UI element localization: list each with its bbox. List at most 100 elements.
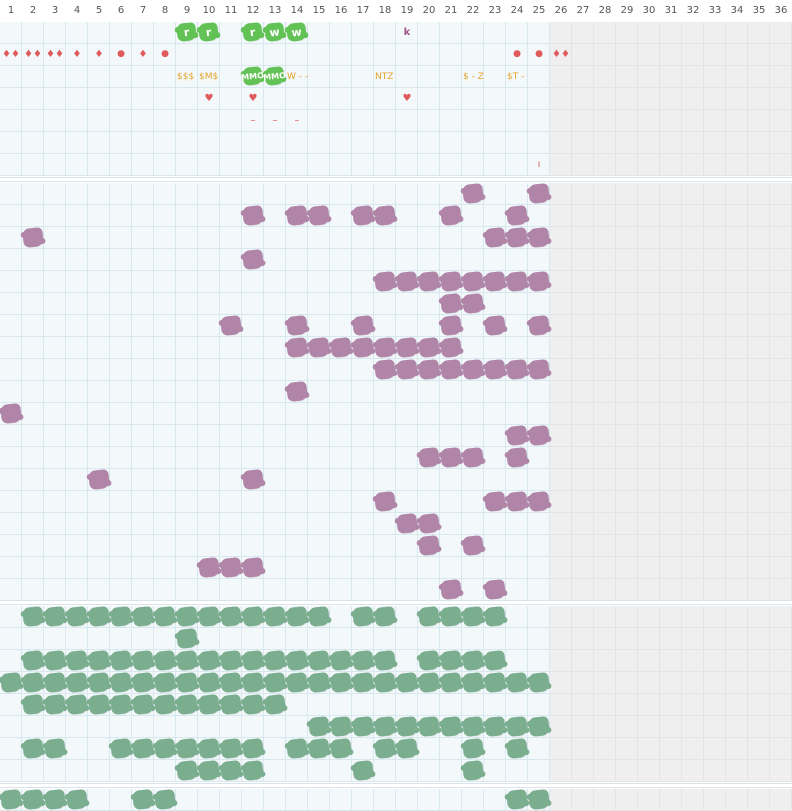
grid-cell[interactable]	[132, 249, 154, 271]
grid-cell[interactable]	[22, 132, 44, 154]
grid-cell[interactable]	[418, 66, 440, 88]
grid-cell[interactable]	[132, 88, 154, 110]
grid-cell[interactable]	[308, 557, 330, 579]
grid-cell[interactable]	[308, 381, 330, 403]
grid-cell[interactable]	[418, 183, 440, 205]
grid-cell[interactable]	[396, 628, 418, 650]
grid-cell[interactable]	[66, 227, 88, 249]
grid-cell[interactable]	[330, 606, 352, 628]
grid-cell[interactable]	[330, 381, 352, 403]
grid-cell[interactable]	[440, 738, 462, 760]
grid-cell[interactable]	[154, 88, 176, 110]
grid-cell[interactable]	[462, 154, 484, 176]
grid-cell[interactable]	[44, 110, 66, 132]
grid-cell[interactable]	[154, 579, 176, 601]
grid-cell[interactable]	[528, 760, 550, 782]
grid-cell[interactable]	[154, 271, 176, 293]
grid-cell[interactable]	[264, 738, 286, 760]
grid-cell[interactable]	[352, 403, 374, 425]
grid-cell[interactable]	[110, 381, 132, 403]
grid-cell[interactable]	[132, 337, 154, 359]
grid-cell[interactable]	[88, 183, 110, 205]
grid-cell[interactable]	[220, 579, 242, 601]
grid-cell[interactable]	[198, 227, 220, 249]
grid-cell[interactable]	[22, 337, 44, 359]
grid-cell[interactable]	[286, 447, 308, 469]
grid-cell[interactable]	[66, 183, 88, 205]
grid-cell[interactable]	[528, 249, 550, 271]
grid-cell[interactable]	[154, 293, 176, 315]
grid-cell[interactable]	[154, 205, 176, 227]
grid-cell[interactable]	[440, 469, 462, 491]
grid-cell[interactable]	[286, 557, 308, 579]
grid-cell[interactable]	[484, 132, 506, 154]
grid-cell[interactable]	[66, 249, 88, 271]
grid-cell[interactable]	[484, 44, 506, 66]
grid-cell[interactable]	[132, 132, 154, 154]
grid-cell[interactable]	[264, 469, 286, 491]
grid-cell[interactable]	[264, 227, 286, 249]
grid-cell[interactable]	[396, 88, 418, 110]
grid-cell[interactable]	[44, 205, 66, 227]
grid-cell[interactable]	[88, 760, 110, 782]
grid-cell[interactable]	[0, 579, 22, 601]
grid-cell[interactable]	[22, 535, 44, 557]
grid-cell[interactable]	[44, 44, 66, 66]
grid-cell[interactable]	[44, 491, 66, 513]
grid-cell[interactable]	[286, 425, 308, 447]
grid-cell[interactable]	[198, 513, 220, 535]
grid-cell[interactable]	[286, 716, 308, 738]
grid-cell[interactable]	[308, 359, 330, 381]
grid-cell[interactable]	[462, 337, 484, 359]
grid-cell[interactable]	[66, 293, 88, 315]
grid-cell[interactable]	[220, 22, 242, 44]
grid-cell[interactable]	[198, 579, 220, 601]
grid-cell[interactable]	[66, 22, 88, 44]
grid-cell[interactable]	[484, 403, 506, 425]
grid-cell[interactable]	[528, 403, 550, 425]
grid-cell[interactable]	[242, 447, 264, 469]
grid-cell[interactable]	[506, 557, 528, 579]
grid-cell[interactable]	[242, 132, 264, 154]
grid-cell[interactable]	[352, 491, 374, 513]
grid-cell[interactable]	[462, 227, 484, 249]
grid-cell[interactable]	[462, 425, 484, 447]
grid-cell[interactable]	[66, 579, 88, 601]
grid-cell[interactable]	[66, 205, 88, 227]
grid-cell[interactable]	[396, 66, 418, 88]
grid-cell[interactable]	[242, 293, 264, 315]
grid-cell[interactable]	[396, 110, 418, 132]
grid-cell[interactable]	[308, 513, 330, 535]
grid-cell[interactable]	[440, 760, 462, 782]
grid-cell[interactable]	[308, 469, 330, 491]
grid-cell[interactable]	[242, 337, 264, 359]
green-blob-cell[interactable]: r	[176, 22, 197, 42]
grid-cell[interactable]	[264, 760, 286, 782]
grid-cell[interactable]	[374, 579, 396, 601]
grid-cell[interactable]	[330, 132, 352, 154]
grid-cell[interactable]	[352, 22, 374, 44]
grid-cell[interactable]	[352, 88, 374, 110]
grid-cell[interactable]	[462, 694, 484, 716]
grid-cell[interactable]	[374, 22, 396, 44]
grid-cell[interactable]	[22, 403, 44, 425]
grid-cell[interactable]	[440, 425, 462, 447]
grid-cell[interactable]	[440, 110, 462, 132]
grid-cell[interactable]	[0, 88, 22, 110]
grid-cell[interactable]	[154, 513, 176, 535]
grid-cell[interactable]	[22, 491, 44, 513]
grid-cell[interactable]	[286, 132, 308, 154]
grid-cell[interactable]	[528, 628, 550, 650]
grid-cell[interactable]	[198, 403, 220, 425]
grid-cell[interactable]	[484, 425, 506, 447]
grid-cell[interactable]	[110, 22, 132, 44]
grid-cell[interactable]	[176, 381, 198, 403]
grid-cell[interactable]	[308, 694, 330, 716]
grid-cell[interactable]	[264, 132, 286, 154]
grid-cell[interactable]	[132, 469, 154, 491]
grid-cell[interactable]	[440, 628, 462, 650]
grid-cell[interactable]	[132, 716, 154, 738]
grid-cell[interactable]	[418, 293, 440, 315]
grid-cell[interactable]	[462, 88, 484, 110]
grid-cell[interactable]	[330, 760, 352, 782]
